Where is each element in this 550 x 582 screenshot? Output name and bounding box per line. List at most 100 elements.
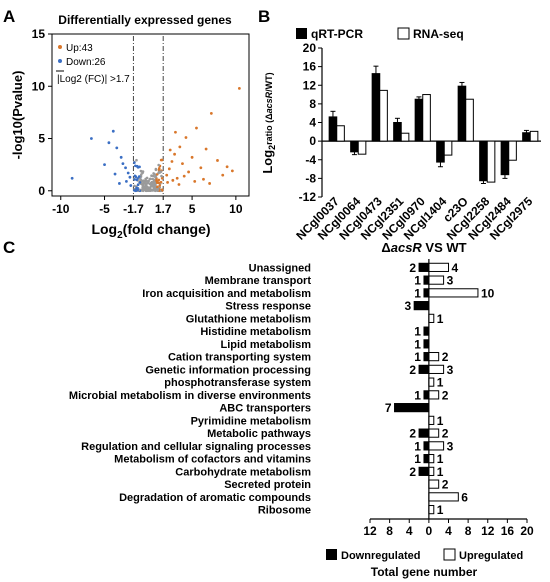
volcano-point-down bbox=[126, 171, 130, 175]
volcano-point-ns bbox=[157, 171, 160, 175]
category-bar-up-value: 3 bbox=[447, 439, 454, 453]
volcano-point-ns bbox=[146, 181, 149, 185]
volcano-point-up bbox=[190, 155, 194, 159]
category-label: Membrane transport bbox=[205, 275, 312, 287]
category-x-tick-label: 16 bbox=[501, 524, 515, 538]
category-bar-down bbox=[394, 403, 430, 413]
volcano-point-up bbox=[184, 136, 188, 139]
validation-y-tick-label: 8 bbox=[309, 97, 316, 111]
volcano-point-ns bbox=[134, 175, 138, 178]
volcano-point-down bbox=[124, 166, 127, 170]
category-bar-up bbox=[428, 390, 440, 400]
category-x-tick-label: 12 bbox=[363, 524, 377, 538]
category-label: Carbohydrate metabolism bbox=[175, 466, 311, 478]
volcano-point-ns bbox=[145, 189, 149, 192]
volcano-point-ns bbox=[133, 161, 136, 164]
volcano-title: Differentially expressed genes bbox=[58, 13, 232, 27]
volcano-point-ns bbox=[159, 180, 163, 184]
validation-bar-rnaseq bbox=[357, 140, 367, 155]
volcano-point-ns bbox=[153, 181, 156, 184]
category-bar-down-value: 1 bbox=[414, 388, 421, 402]
category-bar-up-value: 2 bbox=[442, 388, 449, 402]
category-bar-down-value: 3 bbox=[404, 299, 411, 313]
category-bar-down bbox=[423, 352, 430, 362]
volcano-point-down bbox=[107, 141, 111, 145]
category-label: Unassigned bbox=[249, 262, 311, 274]
volcano-y-tick-label: 0 bbox=[38, 184, 45, 198]
validation-bar-rnaseq bbox=[465, 98, 474, 142]
volcano-x-tick-label: -5 bbox=[99, 202, 110, 216]
category-bar-down-value: 2 bbox=[409, 363, 416, 377]
volcano-point-ns bbox=[150, 181, 154, 184]
category-bar-down-value: 2 bbox=[409, 261, 416, 275]
category-bar-down bbox=[418, 262, 430, 272]
volcano-y-tick-label: 5 bbox=[38, 132, 45, 146]
volcano-point-ns bbox=[159, 158, 163, 162]
validation-bar-rnaseq bbox=[443, 140, 453, 156]
category-bar-up-value: 1 bbox=[437, 376, 444, 390]
volcano-point-ns bbox=[137, 175, 141, 178]
category-bar-up bbox=[428, 313, 435, 323]
category-bar-up bbox=[428, 352, 440, 362]
category-bar-up bbox=[428, 377, 435, 387]
volcano-y-tick-label: 10 bbox=[32, 79, 46, 93]
volcano-point-ns bbox=[142, 187, 146, 190]
volcano-point-up bbox=[195, 126, 198, 130]
category-label: Genetic information processing bbox=[145, 364, 311, 376]
category-bar-up-value: 1 bbox=[437, 503, 444, 517]
category-x-tick-label: 4 bbox=[406, 524, 413, 538]
category-bar-up-value: 1 bbox=[437, 452, 444, 466]
volcano-point-down bbox=[128, 175, 132, 179]
volcano-point-down bbox=[121, 162, 125, 166]
category-bar-up bbox=[428, 505, 435, 515]
volcano-point-ns bbox=[160, 188, 164, 192]
validation-y-label: Log2ratio (ΔacsR/WT) bbox=[260, 72, 277, 173]
volcano-point-ns bbox=[151, 177, 155, 181]
category-bar-down bbox=[423, 326, 430, 336]
volcano-point-up bbox=[167, 167, 171, 171]
validation-bar-rnaseq bbox=[529, 130, 539, 142]
category-label: Secreted protein bbox=[224, 479, 311, 491]
volcano-point-up bbox=[182, 174, 186, 178]
volcano-x-label: Log2(fold change) bbox=[91, 221, 210, 241]
volcano-point-ns bbox=[140, 170, 143, 173]
panel-b-validation-bars: qRT-PCR RNA-seq -12 -8 -4 0 4 8 12 16 20 NCgl003… bbox=[260, 27, 541, 243]
volcano-point-down bbox=[115, 146, 119, 150]
volcano-point-ns bbox=[160, 174, 163, 178]
volcano-point-ns bbox=[156, 187, 160, 191]
volcano-point-ns bbox=[142, 182, 145, 186]
validation-bar-qrtpcr bbox=[328, 116, 338, 142]
volcano-point-down bbox=[111, 129, 115, 133]
volcano-points bbox=[70, 86, 241, 193]
legend-upregulated-label: Upregulated bbox=[459, 550, 523, 562]
svg-text:Down:26: Down:26 bbox=[66, 57, 106, 68]
category-label: Glutathione metabolism bbox=[186, 313, 312, 325]
category-bar-down-value: 2 bbox=[409, 465, 416, 479]
volcano-point-ns bbox=[152, 174, 155, 178]
category-bar-up-value: 4 bbox=[452, 261, 459, 275]
panel-letter-a: A bbox=[3, 7, 15, 26]
category-bar-up-value: 10 bbox=[481, 286, 495, 300]
category-bar-up-value: 2 bbox=[442, 427, 449, 441]
validation-y-tick-label: 0 bbox=[309, 134, 316, 148]
category-bar-down bbox=[418, 466, 430, 476]
validation-y-tick-label: -4 bbox=[305, 153, 316, 167]
volcano-point-ns bbox=[139, 173, 143, 176]
volcano-point-down bbox=[125, 179, 128, 183]
volcano-point-up bbox=[221, 173, 225, 177]
volcano-point-ns bbox=[138, 165, 141, 169]
category-bar-up-value: 1 bbox=[437, 465, 444, 479]
validation-bar-qrtpcr bbox=[457, 85, 467, 142]
volcano-point-down bbox=[129, 184, 133, 187]
category-bar-up bbox=[428, 479, 440, 489]
volcano-point-up bbox=[170, 160, 174, 163]
category-x-tick-label: 0 bbox=[426, 524, 433, 538]
volcano-point-ns bbox=[148, 188, 152, 191]
volcano-point-ns bbox=[138, 181, 142, 184]
category-bar-down bbox=[418, 364, 430, 374]
panel-letter-c: C bbox=[3, 238, 15, 257]
validation-bar-qrtpcr bbox=[479, 140, 488, 182]
